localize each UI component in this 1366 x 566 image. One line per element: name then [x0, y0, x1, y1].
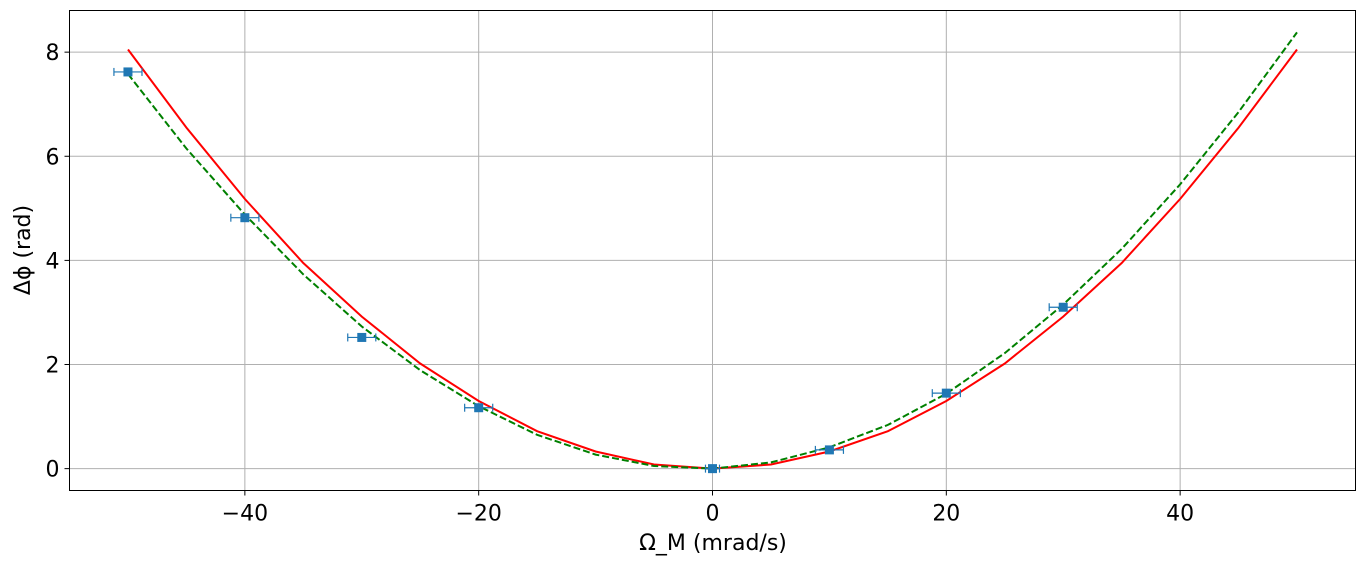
data-point [708, 464, 717, 474]
y-tick-label: 2 [46, 354, 60, 379]
data-point [357, 332, 367, 342]
data-point [240, 213, 250, 223]
x-tick-label: 0 [706, 502, 720, 527]
y-tick-label: 0 [46, 458, 60, 483]
x-tick-label: −40 [222, 502, 268, 527]
ticks: −40 −20 0 20 40 0 2 4 6 8 [46, 41, 1195, 526]
grid [69, 10, 1356, 491]
x-tick-label: −20 [455, 502, 501, 527]
x-tick-label: 40 [1166, 502, 1194, 527]
x-axis-label: Ω_M (mrad/s) [639, 531, 787, 556]
y-tick-label: 8 [46, 41, 60, 66]
series-layer [113, 31, 1298, 474]
data-point [1058, 302, 1068, 312]
data-point [824, 445, 834, 455]
data-point [123, 67, 133, 77]
x-tick-label: 20 [932, 502, 960, 527]
data-point [941, 388, 951, 398]
y-tick-label: 4 [46, 249, 60, 274]
y-axis-label: Δϕ (rad) [11, 205, 36, 295]
data-point [474, 403, 484, 413]
y-tick-label: 6 [46, 145, 60, 170]
